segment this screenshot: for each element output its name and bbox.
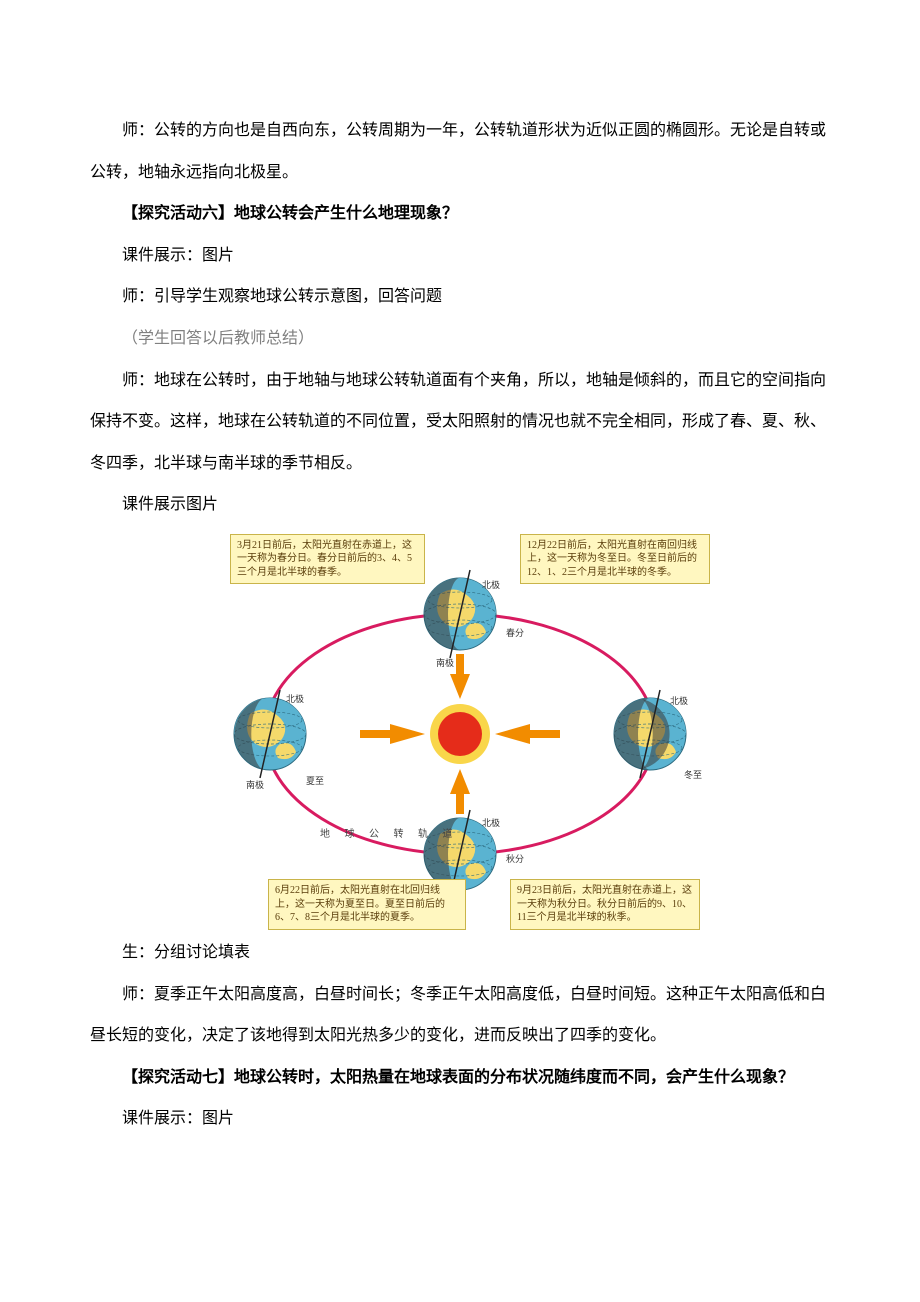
text-p1: 师：公转的方向也是自西向东，公转周期为一年，公转轨道形状为近似正圆的椭圆形。无论… xyxy=(90,122,826,181)
para-courseware-1: 课件展示：图片 xyxy=(90,235,830,277)
ray-down-icon xyxy=(450,769,470,814)
diagram-svg xyxy=(210,534,710,924)
para-teacher-guide: 师：引导学生观察地球公转示意图，回答问题 xyxy=(90,276,830,318)
label-north-1: 北极 xyxy=(482,574,500,597)
text-p3b: 回答问题 xyxy=(378,288,442,305)
callout-spring: 3月21日前后，太阳光直射在赤道上，这一天称为春分日。春分日前后的3、4、5三个… xyxy=(230,534,425,585)
callout-autumn: 9月23日前后，太阳光直射在赤道上，这一天称为秋分日。秋分日前后的9、10、11… xyxy=(510,879,700,930)
label-spring: 春分 xyxy=(506,622,524,645)
label-north-3: 北极 xyxy=(482,812,500,835)
para-student-group: 生：分组讨论填表 xyxy=(90,932,830,974)
para-teacher-summer-winter: 师：夏季正午太阳高度高，白昼时间长；冬季正午太阳高度低，白昼时间短。这种正午太阳… xyxy=(90,974,830,1057)
text-p8: 师：夏季正午太阳高度高，白昼时间长；冬季正午太阳高度低，白昼时间短。这种正午太阳… xyxy=(90,986,826,1045)
para-student-answer-note: （学生回答以后教师总结） xyxy=(90,318,830,360)
page-content: 师：公转的方向也是自西向东，公转周期为一年，公转轨道形状为近似正圆的椭圆形。无论… xyxy=(0,0,920,1200)
para-courseware-2: 课件展示图片 xyxy=(90,484,830,526)
label-summer: 夏至 xyxy=(306,770,324,793)
para-teacher-revolution-direction: 师：公转的方向也是自西向东，公转周期为一年，公转轨道形状为近似正圆的椭圆形。无论… xyxy=(90,110,830,193)
text-p3a: 师：引导学生观察地球公转示意图， xyxy=(122,288,378,305)
label-north-2: 北极 xyxy=(286,688,304,711)
label-south-1: 南极 xyxy=(436,652,454,675)
label-winter: 冬至 xyxy=(684,764,702,787)
label-orbit: 地 球 公 转 轨 道 xyxy=(320,822,459,848)
heading-activity-7: 【探究活动七】地球公转时，太阳热量在地球表面的分布状况随纬度而不同，会产生什么现… xyxy=(90,1057,830,1099)
text-p5: 师：地球在公转时，由于地轴与地球公转轨道面有个夹角，所以，地轴是倾斜的，而且它的… xyxy=(90,372,826,472)
callout-winter: 12月22日前后，太阳光直射在南回归线上，这一天称为冬至日。冬至日前后的12、1… xyxy=(520,534,710,585)
callout-summer: 6月22日前后，太阳光直射在北回归线上，这一天称为夏至日。夏至日前后的6、7、8… xyxy=(268,879,466,930)
para-teacher-explain-tilt: 师：地球在公转时，由于地轴与地球公转轨道面有个夹角，所以，地轴是倾斜的，而且它的… xyxy=(90,360,830,485)
sun-core xyxy=(438,712,482,756)
para-courseware-3: 课件展示：图片 xyxy=(90,1098,830,1140)
earth-revolution-diagram: 3月21日前后，太阳光直射在赤道上，这一天称为春分日。春分日前后的3、4、5三个… xyxy=(210,534,710,924)
label-autumn: 秋分 xyxy=(506,848,524,871)
heading-activity-6: 【探究活动六】地球公转会产生什么地理现象？ xyxy=(90,193,830,235)
label-north-4: 北极 xyxy=(670,690,688,713)
ray-right-icon xyxy=(495,724,560,744)
label-south-2: 南极 xyxy=(246,774,264,797)
ray-left-icon xyxy=(360,724,425,744)
